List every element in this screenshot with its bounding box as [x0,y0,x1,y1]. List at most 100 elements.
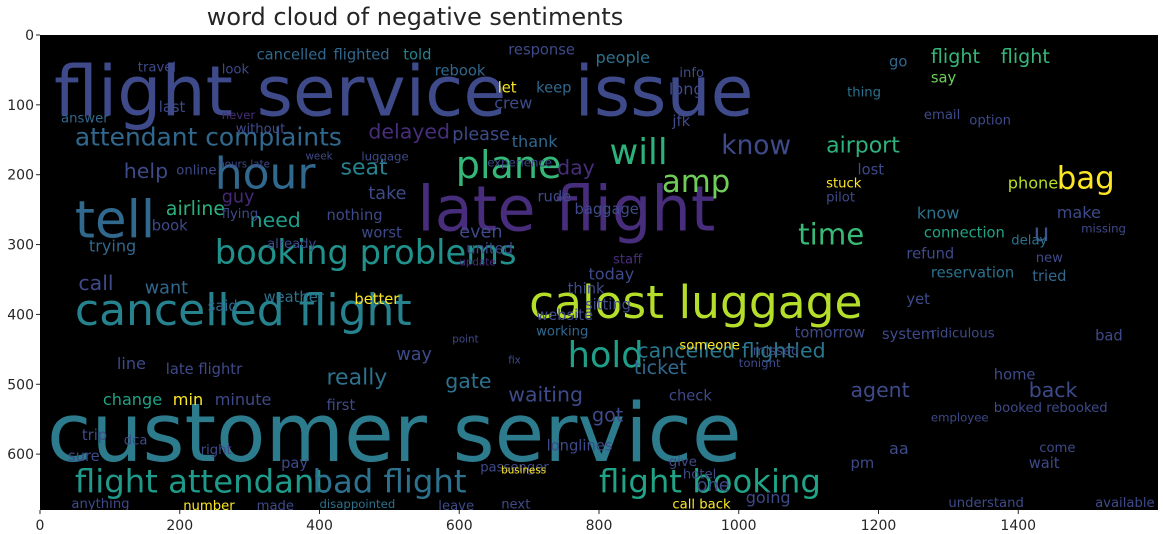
word-will: will [610,132,668,173]
word-hour: hour [215,149,317,200]
word-people: people [596,48,651,67]
word-thing: thing [847,86,881,101]
word-cancelled-flight: cancelled flight [75,285,412,336]
word-flight: flight [54,51,233,132]
word-rebooked: rebooked [1046,401,1107,416]
word-flight: flight [1001,45,1051,68]
word-tomorrow: tomorrow [795,325,866,342]
word-trip: trip [82,427,107,444]
word-dca: dca [124,433,148,448]
word-going: going [746,488,791,507]
word-luggage: luggage [361,150,408,164]
word-gate: gate [445,369,491,393]
word-delay: delay [1011,234,1047,249]
word-experience: experience [487,155,552,169]
word-hours-late: hours late [218,159,270,171]
word-missed: missed [753,344,800,359]
word-first: first [327,397,356,414]
word-call: call [78,271,113,295]
word-answer: answer [61,111,109,126]
word-last: last [159,99,186,116]
word-pm: pm [851,455,875,472]
word-thank: thank [512,132,559,151]
word-tell: tell [75,191,155,251]
word-min: min [173,390,203,409]
word-cancelled-flightled: cancelled flightled [637,339,825,363]
word-better: better [354,291,400,308]
word-next: next [501,498,530,513]
word-line: line [117,354,146,373]
word-working: working [536,324,588,339]
word-told: told [403,46,431,63]
word-understand: understand [948,496,1023,511]
word-know: know [721,130,791,161]
word-passenger: passenger [480,461,549,476]
word-time: time [798,218,864,252]
word-week: week [306,150,333,162]
word-even: even [459,223,502,243]
word-disappointed: disappointed [320,497,396,511]
x-tick-label: 800 [586,518,613,534]
word-pilot: pilot [826,190,855,205]
word-please: please [452,125,510,145]
word-today: today [589,265,635,284]
word-cancelled: cancelled [257,46,327,63]
word-flight-attendant: flight attendant [75,463,327,501]
word-hold: hold [568,335,644,376]
word-book: book [152,218,188,235]
word-want: want [145,279,188,299]
word-baggage: baggage [575,201,639,218]
word-know: know [917,204,960,223]
word-change: change [103,390,162,409]
word-late-flight: late flight [417,173,715,246]
word-fix: fix [508,354,521,366]
word-rude: rude [538,188,572,205]
word-come: come [1039,441,1075,456]
word-system: system [882,326,935,343]
word-ridiculous: ridiculous [931,327,995,342]
y-axis-ticks: 0 100 200 300 400 500 600 [7,28,40,463]
y-tick-label: 200 [7,168,34,184]
word-flying: flying [222,207,259,222]
word-check: check [669,387,712,404]
word-seat: seat [341,156,388,181]
word-longlines: longlines [547,438,613,455]
word-cloud-words: customer service flight service issue late f… [47,42,1155,513]
word-call-back: call back [672,498,731,513]
word-pay: pay [281,455,308,472]
word-wait: wait [1029,455,1060,472]
word-issue: issue [575,51,754,132]
word-phone: phone [1008,174,1058,193]
word-back: back [1029,378,1078,402]
word-refund: refund [906,246,954,263]
word-airline: airline [166,197,225,220]
word-attendant-complaints: attendant complaints [75,122,342,151]
word-booking-problems: booking problems [215,233,517,272]
word-let: let [498,79,517,96]
word-ticket: ticket [634,356,687,379]
word-yet: yet [906,291,930,308]
word-need: need [250,208,301,232]
x-tick-label: 1400 [1000,518,1036,534]
word-stuck: stuck [826,176,862,191]
word-aa: aa [889,439,909,458]
word-guy: guy [222,188,255,208]
word-response: response [508,42,575,59]
word-said: said [208,298,238,315]
word-employee: employee [931,410,989,424]
word-tonight: tonight [739,356,781,370]
word-take: take [368,184,406,204]
word-business: business [501,465,546,477]
word-amp: amp [662,164,730,200]
word-reservation: reservation [931,264,1014,281]
x-tick-label: 200 [166,518,193,534]
x-tick-label: 1000 [721,518,757,534]
word-trying: trying [89,237,136,256]
word-calost-luggage: calost luggage [529,276,862,329]
word-point: point [452,333,478,345]
word-anything: anything [71,497,129,512]
y-tick-label: 0 [25,28,34,44]
word-way: way [396,345,432,365]
word-someone: someone [679,338,739,353]
word-without: without [236,122,286,137]
